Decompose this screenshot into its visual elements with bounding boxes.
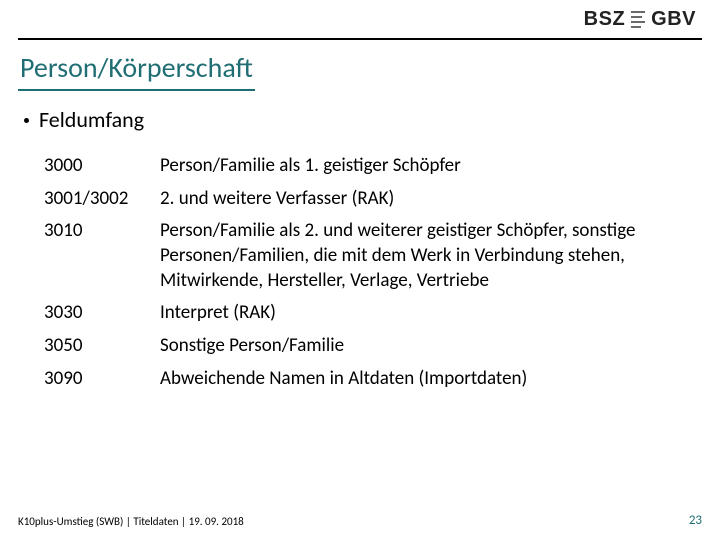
field-code: 3001/3002 [44, 183, 160, 216]
field-table: 3000 Person/Familie als 1. geistiger Sch… [44, 150, 690, 396]
table-row: 3090 Abweichende Namen in Altdaten (Impo… [44, 363, 690, 396]
field-code: 3050 [44, 330, 160, 363]
page-title: Person/Körperschaft [18, 50, 255, 91]
footer: K10plus-Umstieg (SWB) | Titeldaten | 19.… [18, 513, 702, 528]
table-row: 3001/3002 2. und weitere Verfasser (RAK) [44, 183, 690, 216]
bullet-text: Feldumfang [39, 106, 144, 133]
slide: BSZ GBV Person/Körperschaft Feldumfang 3… [0, 0, 720, 540]
footer-text: K10plus-Umstieg (SWB) | Titeldaten | 19.… [18, 515, 244, 528]
field-desc: Abweichende Namen in Altdaten (Importdat… [160, 363, 690, 396]
page-number: 23 [689, 513, 702, 528]
table-row: 3000 Person/Familie als 1. geistiger Sch… [44, 150, 690, 183]
field-desc: Person/Familie als 1. geistiger Schöpfer [160, 150, 690, 183]
field-code: 3010 [44, 215, 160, 297]
top-divider [18, 38, 702, 40]
table-row: 3050 Sonstige Person/Familie [44, 330, 690, 363]
logo-right-text: GBV [651, 8, 696, 31]
field-desc: Sonstige Person/Familie [160, 330, 690, 363]
field-desc: Interpret (RAK) [160, 297, 690, 330]
logo-separator-icon [631, 9, 645, 31]
table-row: 3010 Person/Familie als 2. und weiterer … [44, 215, 690, 297]
bullet-item: Feldumfang [24, 106, 144, 133]
logo: BSZ GBV [584, 8, 696, 31]
field-code: 3000 [44, 150, 160, 183]
logo-left-text: BSZ [584, 8, 626, 31]
table-row: 3030 Interpret (RAK) [44, 297, 690, 330]
bullet-dot-icon [24, 118, 29, 123]
field-desc: 2. und weitere Verfasser (RAK) [160, 183, 690, 216]
field-code: 3090 [44, 363, 160, 396]
field-desc: Person/Familie als 2. und weiterer geist… [160, 215, 690, 297]
field-code: 3030 [44, 297, 160, 330]
